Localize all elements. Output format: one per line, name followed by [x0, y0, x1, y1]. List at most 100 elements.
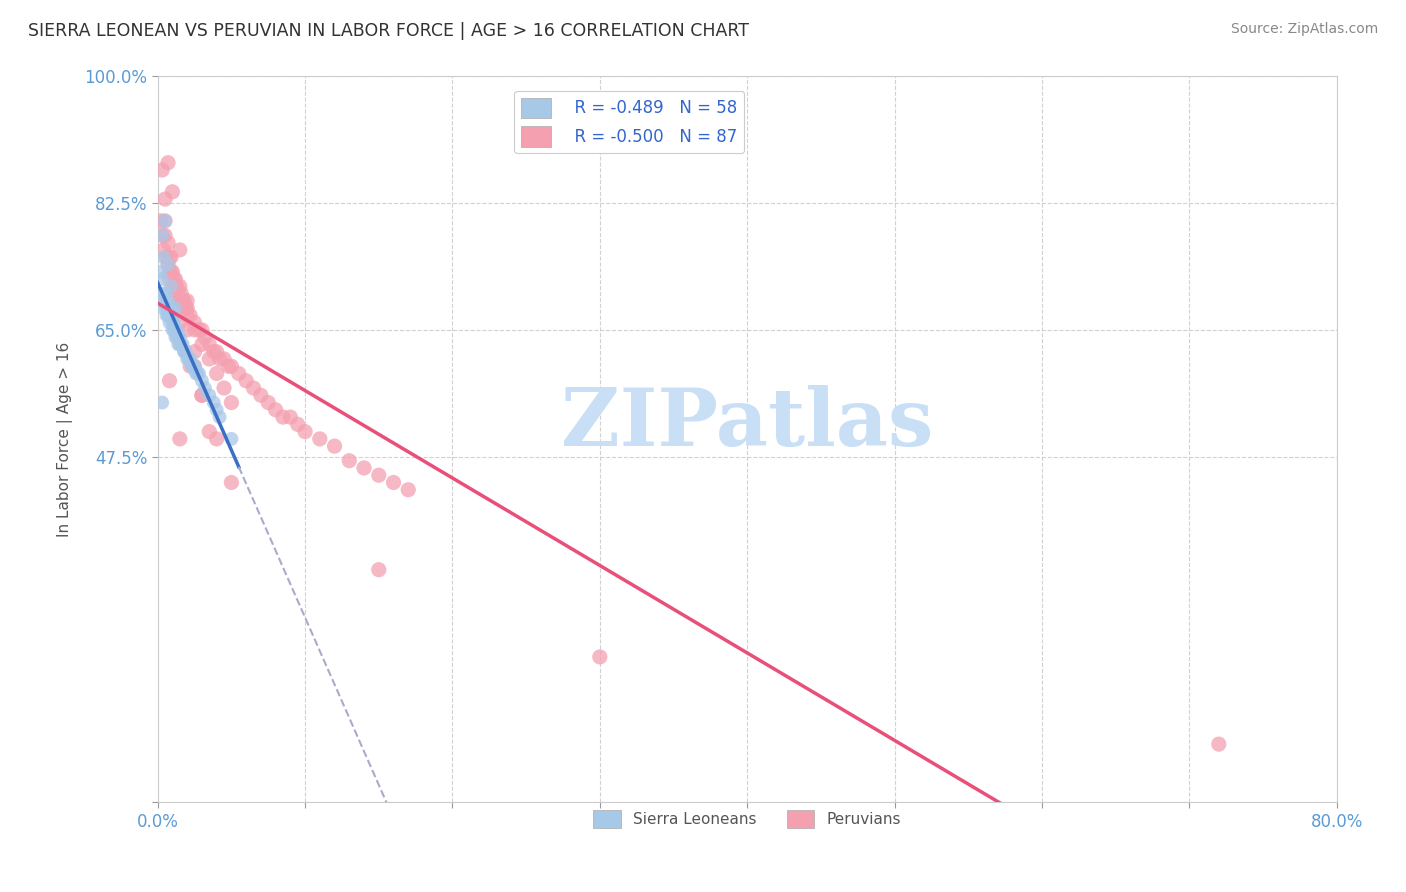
- Point: [165, 286, 187, 301]
- Text: ZIPatlas: ZIPatlas: [561, 385, 934, 463]
- Point: [183, 344, 205, 359]
- Point: [163, 316, 186, 330]
- Point: [155, 250, 177, 264]
- Point: [257, 395, 280, 409]
- Point: [169, 243, 191, 257]
- Point: [179, 359, 201, 374]
- Point: [157, 309, 180, 323]
- Point: [169, 330, 191, 344]
- Point: [169, 293, 191, 308]
- Point: [163, 272, 186, 286]
- Point: [198, 337, 221, 351]
- Point: [176, 309, 198, 323]
- Point: [205, 402, 228, 417]
- Point: [163, 323, 186, 337]
- Point: [173, 344, 195, 359]
- Point: [170, 286, 193, 301]
- Point: [172, 293, 194, 308]
- Point: [157, 155, 180, 169]
- Point: [166, 330, 188, 344]
- Point: [367, 468, 389, 483]
- Point: [294, 425, 316, 439]
- Point: [162, 185, 184, 199]
- Point: [149, 214, 172, 228]
- Point: [169, 279, 191, 293]
- Point: [188, 367, 211, 381]
- Point: [162, 265, 184, 279]
- Point: [183, 359, 205, 374]
- Point: [153, 293, 176, 308]
- Point: [217, 359, 239, 374]
- Point: [166, 323, 188, 337]
- Point: [169, 432, 191, 446]
- Point: [174, 301, 197, 315]
- Legend: Sierra Leoneans, Peruvians: Sierra Leoneans, Peruvians: [588, 804, 907, 835]
- Point: [157, 235, 180, 250]
- Point: [205, 367, 228, 381]
- Point: [250, 388, 273, 402]
- Point: [169, 316, 191, 330]
- Point: [160, 250, 183, 264]
- Point: [280, 410, 302, 425]
- Point: [194, 381, 217, 395]
- Point: [589, 649, 612, 664]
- Point: [198, 425, 221, 439]
- Point: [198, 388, 221, 402]
- Point: [221, 475, 243, 490]
- Point: [205, 344, 228, 359]
- Point: [170, 337, 193, 351]
- Point: [191, 388, 214, 402]
- Point: [157, 293, 180, 308]
- Point: [165, 279, 187, 293]
- Point: [173, 293, 195, 308]
- Point: [183, 316, 205, 330]
- Point: [194, 330, 217, 344]
- Point: [176, 301, 198, 315]
- Point: [176, 351, 198, 366]
- Point: [212, 351, 235, 366]
- Point: [382, 475, 405, 490]
- Point: [160, 279, 183, 293]
- Point: [152, 286, 174, 301]
- Point: [160, 265, 183, 279]
- Point: [162, 279, 184, 293]
- Point: [150, 228, 173, 243]
- Text: SIERRA LEONEAN VS PERUVIAN IN LABOR FORCE | AGE > 16 CORRELATION CHART: SIERRA LEONEAN VS PERUVIAN IN LABOR FORC…: [28, 22, 749, 40]
- Point: [191, 388, 214, 402]
- Point: [191, 374, 214, 388]
- Point: [183, 323, 205, 337]
- Point: [160, 309, 183, 323]
- Point: [396, 483, 419, 497]
- Point: [264, 402, 287, 417]
- Point: [153, 214, 176, 228]
- Point: [167, 337, 190, 351]
- Point: [165, 323, 187, 337]
- Point: [162, 316, 184, 330]
- Point: [337, 453, 360, 467]
- Point: [152, 243, 174, 257]
- Point: [176, 323, 198, 337]
- Point: [152, 301, 174, 315]
- Point: [152, 250, 174, 264]
- Point: [150, 395, 173, 409]
- Point: [150, 163, 173, 178]
- Point: [202, 395, 225, 409]
- Point: [188, 323, 211, 337]
- Point: [153, 214, 176, 228]
- Point: [186, 367, 208, 381]
- Point: [308, 432, 330, 446]
- Point: [165, 301, 187, 315]
- Point: [150, 293, 173, 308]
- Text: Source: ZipAtlas.com: Source: ZipAtlas.com: [1230, 22, 1378, 37]
- Point: [159, 250, 181, 264]
- Point: [176, 293, 198, 308]
- Point: [165, 272, 187, 286]
- Point: [149, 265, 172, 279]
- Point: [159, 309, 181, 323]
- Point: [183, 359, 205, 374]
- Point: [160, 301, 183, 315]
- Point: [179, 351, 201, 366]
- Point: [287, 417, 309, 432]
- Point: [157, 257, 180, 271]
- Point: [1208, 737, 1230, 751]
